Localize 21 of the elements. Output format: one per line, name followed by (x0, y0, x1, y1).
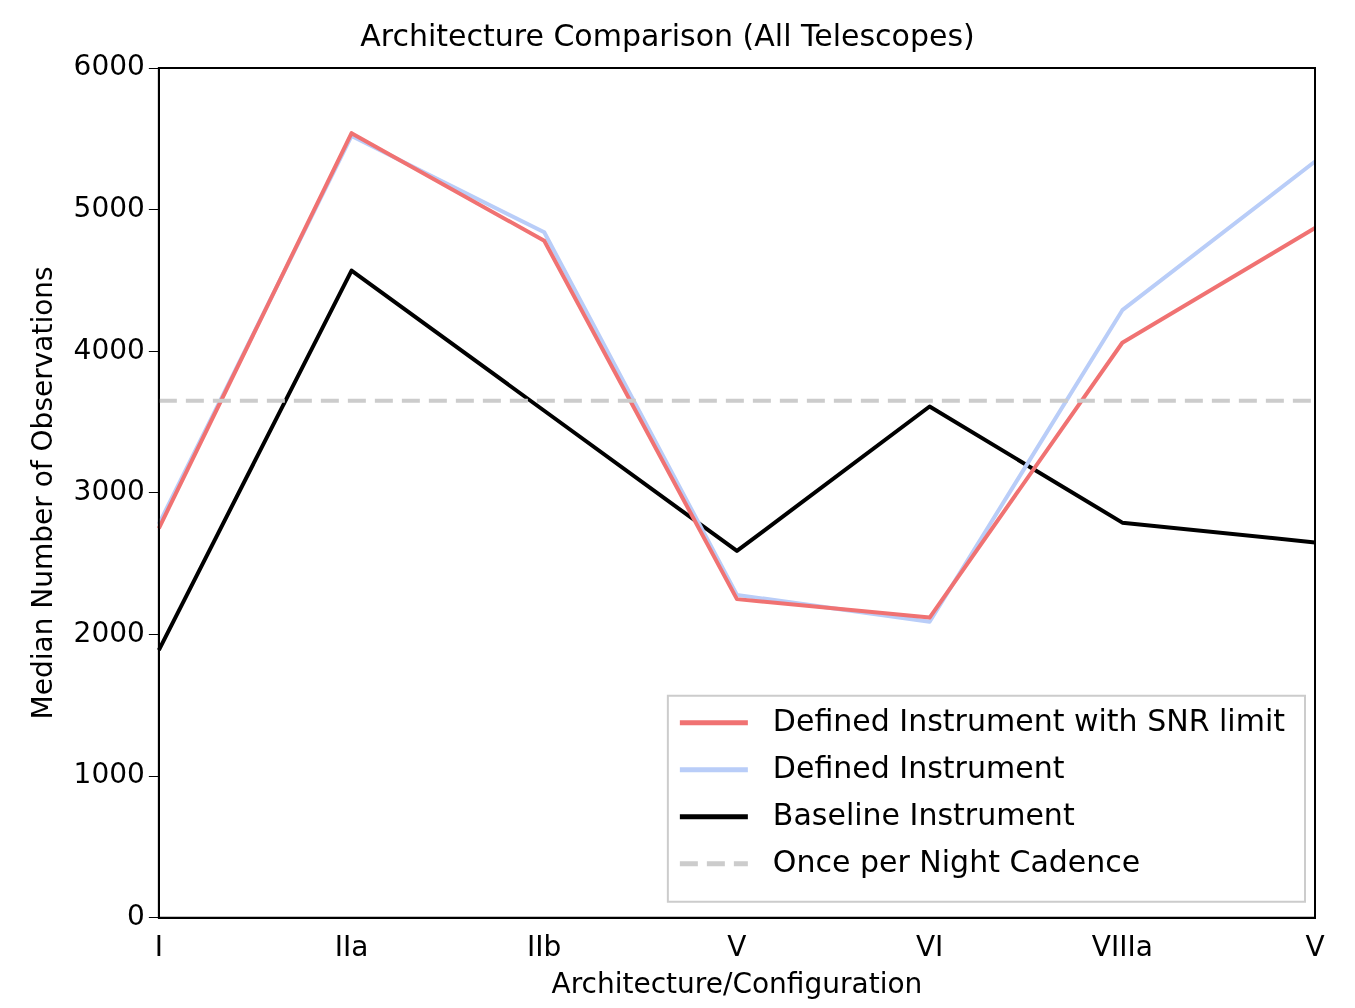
legend-label: Once per Night Cadence (772, 843, 1141, 879)
legend-label: Defined Instrument (772, 749, 1065, 785)
y-tick-label: 6000 (73, 49, 145, 83)
x-tick-label: IIb (527, 929, 562, 963)
y-tick-label: 2000 (73, 615, 145, 649)
y-tick-label: 5000 (73, 190, 145, 224)
y-tick-label: 0 (127, 899, 145, 933)
x-tick-label: V (727, 929, 747, 963)
x-axis-title: Architecture/Configuration (551, 967, 923, 1001)
x-tick-label: I (154, 929, 163, 963)
y-tick-label: 1000 (73, 757, 145, 791)
legend-label: Defined Instrument with SNR limit (772, 702, 1286, 738)
x-tick-label: V (1305, 929, 1325, 963)
y-axis-title: Median Number of Observations (26, 266, 60, 720)
x-tick-label: VIIIa (1091, 929, 1153, 963)
y-tick-label: 4000 (73, 332, 145, 366)
legend-label: Baseline Instrument (772, 796, 1075, 832)
y-tick-label: 3000 (73, 474, 145, 508)
chart-title: Architecture Comparison (All Telescopes) (360, 17, 975, 53)
x-tick-label: VI (915, 929, 944, 963)
x-tick-label: IIa (334, 929, 369, 963)
